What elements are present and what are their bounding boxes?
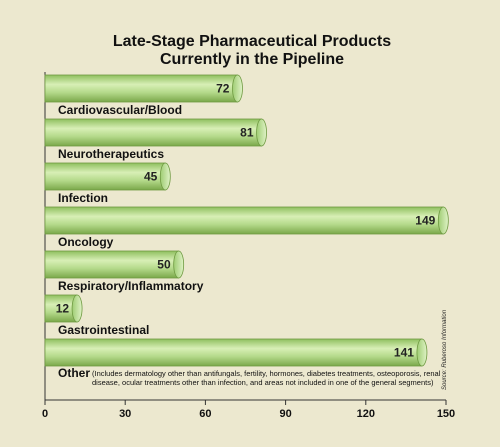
bar-0 xyxy=(44,74,238,103)
x-tick-label-5: 150 xyxy=(437,408,455,420)
bars-group: 72 Cardiovascular/Blood 81 Neurotherapeutic… xyxy=(44,74,449,387)
bar-6 xyxy=(44,338,423,367)
bar-value-label-0: 72 xyxy=(216,82,230,96)
bar-value-label-4: 50 xyxy=(157,258,171,272)
x-tick-label-1: 30 xyxy=(119,408,131,420)
x-tick-label-3: 90 xyxy=(279,408,291,420)
bar-cap-6 xyxy=(416,338,428,367)
bar-cap-3 xyxy=(437,206,449,235)
category-label-4: Respiratory/Inflammatory xyxy=(58,279,204,293)
category-label-2: Infection xyxy=(58,191,108,205)
category-label-5: Gastrointestinal xyxy=(58,323,149,337)
chart-title-line-1: Late-Stage Pharmaceutical Products xyxy=(113,33,391,50)
x-tick-label-0: 0 xyxy=(42,408,48,420)
source-note: Source: Ruberoso Information xyxy=(442,309,448,390)
other-note-line-1: (Includes dermatology other than antifun… xyxy=(92,369,441,378)
x-axis-ticks: 0 30 60 90 120 150 xyxy=(42,400,455,420)
bar-2 xyxy=(44,162,166,191)
other-note-line-2: disease, ocular treatments other than in… xyxy=(92,378,434,387)
x-tick-label-2: 60 xyxy=(199,408,211,420)
bar-3 xyxy=(44,206,444,235)
bar-cap-5 xyxy=(71,294,83,323)
bar-cap-0 xyxy=(232,74,243,103)
category-label-3: Oncology xyxy=(58,235,114,249)
bar-4 xyxy=(44,250,180,279)
bar-value-label-1: 81 xyxy=(240,126,254,140)
category-label-1: Neurotherapeutics xyxy=(58,147,164,161)
category-label-0: Cardiovascular/Blood xyxy=(58,103,182,117)
bar-value-label-3: 149 xyxy=(415,214,435,228)
chart-title-line-2: Currently in the Pipeline xyxy=(160,51,344,68)
bar-cap-1 xyxy=(256,118,267,147)
bar-cap-4 xyxy=(173,250,185,279)
bar-value-label-2: 45 xyxy=(144,170,158,184)
bar-1 xyxy=(44,118,262,147)
bar-value-label-5: 12 xyxy=(56,302,70,316)
bar-value-label-6: 141 xyxy=(394,346,414,360)
category-label-6: Other xyxy=(58,366,90,380)
x-tick-label-4: 120 xyxy=(357,408,375,420)
bar-cap-2 xyxy=(159,162,171,191)
